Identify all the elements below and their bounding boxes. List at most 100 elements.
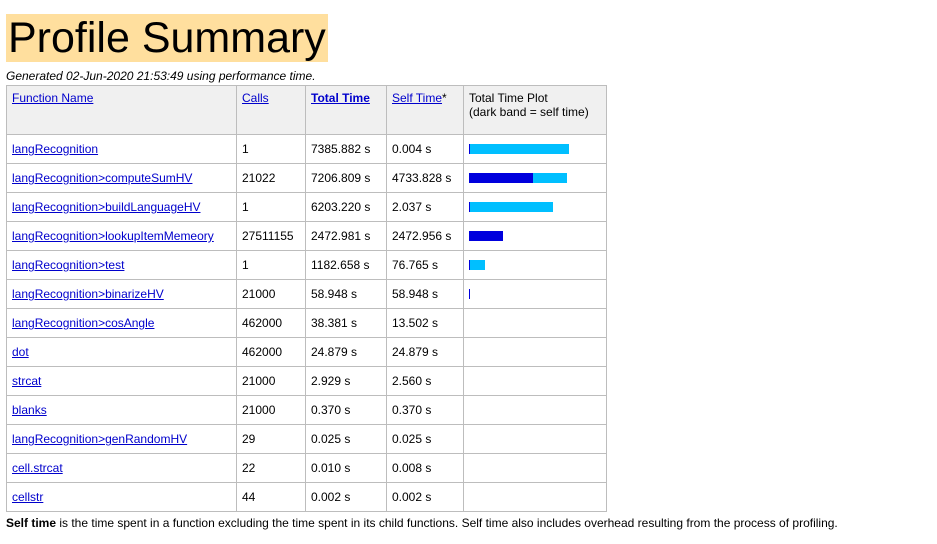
- function-name-cell: dot: [6, 337, 237, 367]
- total-time-cell: 24.879 s: [305, 337, 387, 367]
- time-bar: [469, 318, 599, 328]
- total-time-cell: 2.929 s: [305, 366, 387, 396]
- time-plot-cell: [463, 221, 607, 251]
- function-link[interactable]: langRecognition>lookupItemMemeory: [12, 229, 214, 243]
- time-plot-cell: [463, 395, 607, 425]
- sort-by-calls-link[interactable]: Calls: [242, 91, 269, 105]
- time-bar: [469, 144, 599, 154]
- footer-note: Self time is the time spent in a functio…: [6, 516, 838, 530]
- function-name-cell: langRecognition>test: [6, 250, 237, 280]
- function-link[interactable]: blanks: [12, 403, 47, 417]
- calls-cell: 21000: [236, 395, 306, 425]
- time-bar: [469, 434, 599, 444]
- table-row: cell.strcat 22 0.010 s 0.008 s: [6, 453, 607, 483]
- function-name-cell: cellstr: [6, 482, 237, 512]
- time-bar: [469, 202, 599, 212]
- self-time-bar: [469, 144, 470, 154]
- self-time-bar: [469, 202, 470, 212]
- function-name-cell: langRecognition>computeSumHV: [6, 163, 237, 193]
- self-time-bar: [469, 260, 470, 270]
- table-row: langRecognition>computeSumHV 21022 7206.80…: [6, 163, 607, 193]
- function-link[interactable]: langRecognition>genRandomHV: [12, 432, 188, 446]
- sort-by-self-time-link[interactable]: Self Time: [392, 91, 443, 105]
- total-time-cell: 58.948 s: [305, 279, 387, 309]
- time-plot-cell: [463, 424, 607, 454]
- total-time-cell: 2472.981 s: [305, 221, 387, 251]
- total-time-cell: 0.002 s: [305, 482, 387, 512]
- time-plot-cell: [463, 134, 607, 164]
- time-bar: [469, 260, 599, 270]
- calls-cell: 21000: [236, 366, 306, 396]
- time-plot-cell: [463, 279, 607, 309]
- sort-by-total-time-link[interactable]: Total Time: [311, 91, 370, 105]
- sort-by-function-name-link[interactable]: Function Name: [12, 91, 94, 105]
- function-link[interactable]: langRecognition>test: [12, 258, 125, 272]
- footer-text: is the time spent in a function excludin…: [56, 516, 838, 530]
- self-time-cell: 13.502 s: [386, 308, 464, 338]
- function-name-cell: cell.strcat: [6, 453, 237, 483]
- self-time-cell: 4733.828 s: [386, 163, 464, 193]
- time-bar: [469, 376, 599, 386]
- time-plot-cell: [463, 308, 607, 338]
- time-bar: [469, 231, 599, 241]
- total-time-cell: 1182.658 s: [305, 250, 387, 280]
- function-link[interactable]: dot: [12, 345, 29, 359]
- self-time-cell: 24.879 s: [386, 337, 464, 367]
- generated-info: Generated 02-Jun-2020 21:53:49 using per…: [6, 69, 316, 83]
- header-calls: Calls: [236, 85, 306, 135]
- time-bar: [469, 405, 599, 415]
- function-link[interactable]: cellstr: [12, 490, 44, 504]
- header-function-name: Function Name: [6, 85, 237, 135]
- total-time-cell: 0.370 s: [305, 395, 387, 425]
- table-row: langRecognition>lookupItemMemeory 2751115…: [6, 221, 607, 251]
- function-link[interactable]: cell.strcat: [12, 461, 63, 475]
- function-name-cell: langRecognition>lookupItemMemeory: [6, 221, 237, 251]
- total-time-bar: [469, 260, 485, 270]
- time-bar: [469, 492, 599, 502]
- self-time-cell: 58.948 s: [386, 279, 464, 309]
- time-plot-cell: [463, 337, 607, 367]
- calls-cell: 21000: [236, 279, 306, 309]
- function-name-cell: blanks: [6, 395, 237, 425]
- table-row: cellstr 44 0.002 s 0.002 s: [6, 482, 607, 512]
- function-link[interactable]: langRecognition: [12, 142, 99, 156]
- self-time-cell: 0.004 s: [386, 134, 464, 164]
- table-row: langRecognition>buildLanguageHV 1 6203.220…: [6, 192, 607, 222]
- time-bar: [469, 173, 599, 183]
- function-name-cell: strcat: [6, 366, 237, 396]
- calls-cell: 29: [236, 424, 306, 454]
- function-link[interactable]: langRecognition>binarizeHV: [12, 287, 164, 301]
- total-time-cell: 0.010 s: [305, 453, 387, 483]
- header-total-time-plot: Total Time Plot (dark band = self time): [463, 85, 607, 135]
- total-time-cell: 7206.809 s: [305, 163, 387, 193]
- time-plot-cell: [463, 366, 607, 396]
- total-time-cell: 7385.882 s: [305, 134, 387, 164]
- table-row: dot 462000 24.879 s 24.879 s: [6, 337, 607, 367]
- time-plot-cell: [463, 250, 607, 280]
- plot-header-line1: Total Time Plot: [469, 91, 548, 105]
- plot-header-line2: (dark band = self time): [469, 105, 589, 119]
- total-time-bar: [469, 202, 553, 212]
- calls-cell: 1: [236, 250, 306, 280]
- table-row: langRecognition>test 1 1182.658 s 76.765 s: [6, 250, 607, 280]
- function-link[interactable]: strcat: [12, 374, 42, 388]
- total-time-cell: 6203.220 s: [305, 192, 387, 222]
- function-link[interactable]: langRecognition>buildLanguageHV: [12, 200, 201, 214]
- time-bar: [469, 347, 599, 357]
- footer-term: Self time: [6, 516, 57, 530]
- self-time-bar: [469, 231, 503, 241]
- function-name-cell: langRecognition: [6, 134, 237, 164]
- self-time-cell: 0.370 s: [386, 395, 464, 425]
- function-name-cell: langRecognition>cosAngle: [6, 308, 237, 338]
- page-title: Profile Summary: [6, 14, 328, 62]
- table-row: langRecognition 1 7385.882 s 0.004 s: [6, 134, 607, 164]
- table-row: blanks 21000 0.370 s 0.370 s: [6, 395, 607, 425]
- table-row: strcat 21000 2.929 s 2.560 s: [6, 366, 607, 396]
- total-time-cell: 38.381 s: [305, 308, 387, 338]
- calls-cell: 27511155: [236, 221, 306, 251]
- function-name-cell: langRecognition>buildLanguageHV: [6, 192, 237, 222]
- total-time-bar: [469, 144, 569, 154]
- function-name-cell: langRecognition>binarizeHV: [6, 279, 237, 309]
- function-link[interactable]: langRecognition>cosAngle: [12, 316, 155, 330]
- function-link[interactable]: langRecognition>computeSumHV: [12, 171, 193, 185]
